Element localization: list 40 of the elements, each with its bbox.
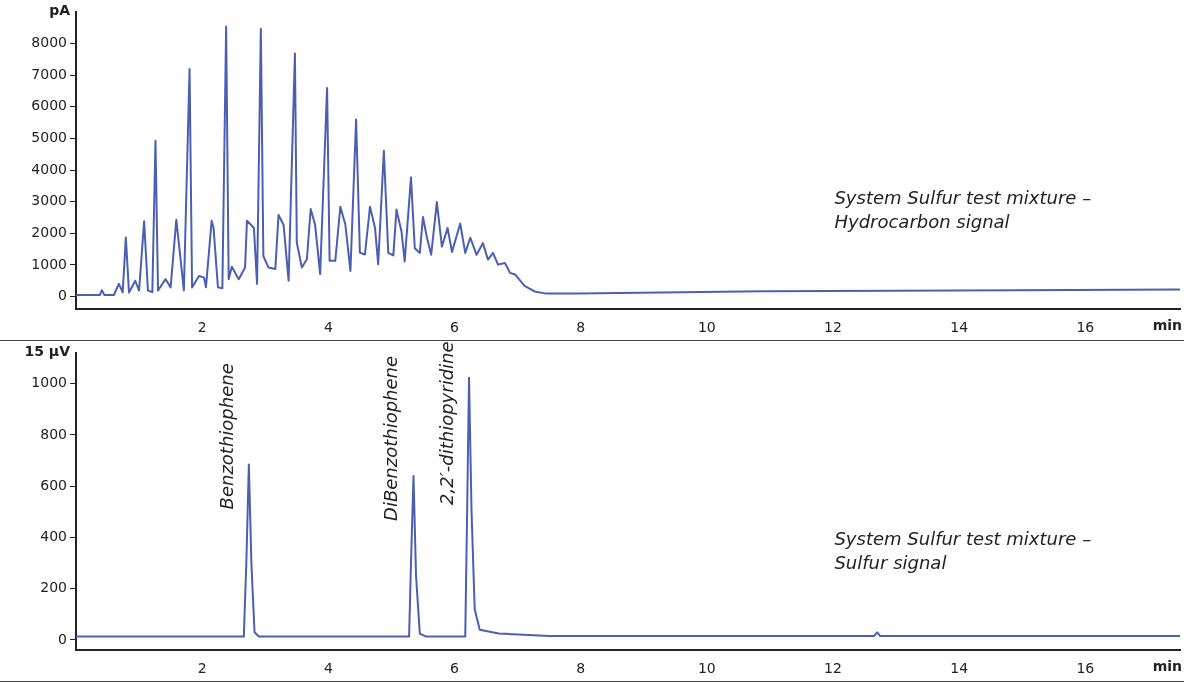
annotation: System Sulfur test mixture – Hydrocarbon signal	[834, 186, 1092, 232]
y-tick-label: 7000	[31, 65, 67, 82]
x-tick-label: 4	[323, 319, 333, 336]
x-tick-label: 8	[576, 660, 586, 677]
x-tick-label: 16	[1076, 660, 1095, 677]
x-tick-label: 16	[1076, 319, 1095, 336]
y-tick-label: 1000	[31, 374, 67, 391]
y-tick-label: 3000	[31, 192, 67, 209]
x-tick-label: 6	[450, 660, 460, 677]
y-tick-label: 600	[40, 476, 67, 493]
y-tick-label: 8000	[31, 34, 67, 51]
x-tick-label: 8	[576, 319, 586, 336]
y-tick-label: 6000	[31, 97, 67, 114]
x-tick-label: 12	[824, 319, 842, 336]
annotation: 2,2′-dithiopyridine	[435, 341, 457, 505]
x-tick-label: 2	[197, 660, 207, 677]
y-tick-label: 200	[40, 579, 67, 596]
x-axis-title: min	[1152, 657, 1182, 674]
x-tick-label: 4	[323, 660, 333, 677]
y-tick-label: 5000	[31, 129, 67, 146]
y-tick-label: 800	[40, 425, 67, 442]
y-tick-label: 2000	[31, 223, 67, 240]
x-axis-title: min	[1152, 316, 1182, 333]
y-tick-label: 0	[58, 287, 67, 304]
x-tick-label: 14	[950, 660, 969, 677]
annotation: Benzothiophene	[215, 363, 237, 510]
x-tick-label: 10	[697, 660, 716, 677]
x-tick-label: 6	[450, 319, 460, 336]
y-tick-label: 400	[40, 528, 67, 545]
annotation: System Sulfur test mixture – Sulfur signal	[834, 527, 1092, 573]
x-tick-label: 14	[950, 319, 969, 336]
x-tick-label: 10	[697, 319, 716, 336]
y-tick-label: 1000	[31, 255, 67, 272]
x-tick-label: 2	[197, 319, 207, 336]
y-axis-title: 15 µV	[24, 342, 71, 359]
x-tick-label: 12	[824, 660, 842, 677]
y-tick-label: 4000	[31, 160, 67, 177]
y-tick-label: 0	[58, 630, 67, 647]
annotation: DiBenzothiophene	[380, 355, 402, 521]
y-axis-title: pA	[49, 1, 71, 18]
